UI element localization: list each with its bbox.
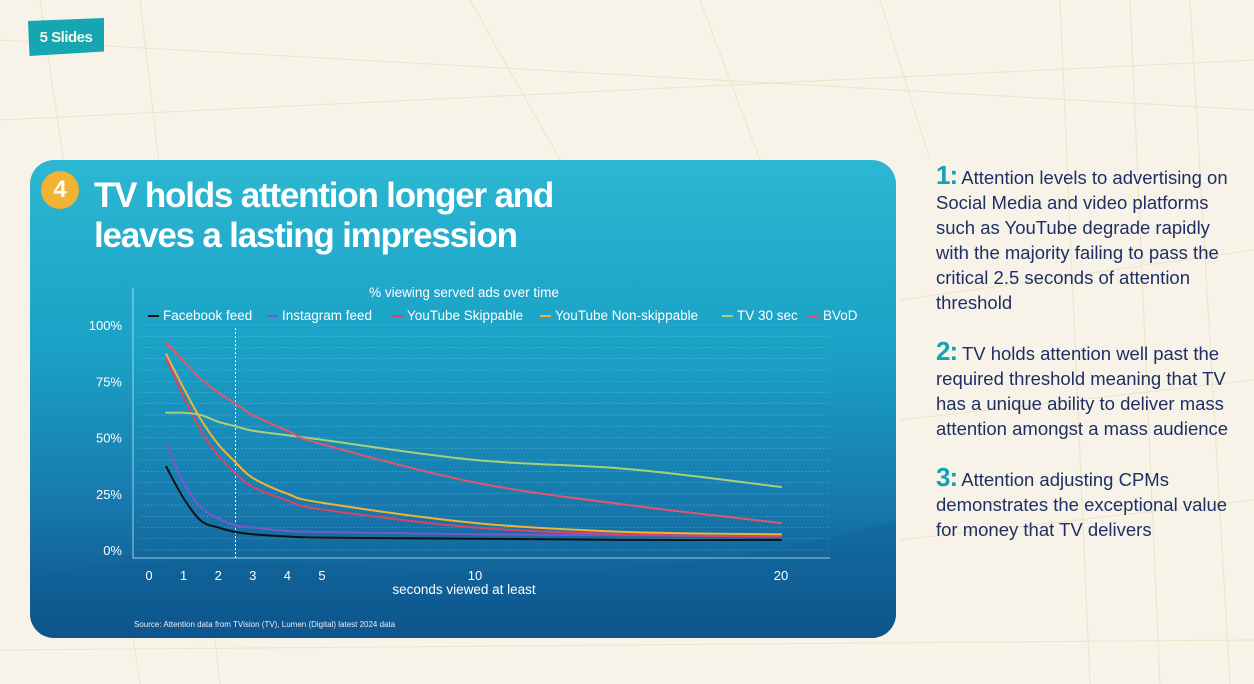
legend-label: YouTube Non-skippable: [555, 308, 698, 323]
series-line-youtube-non-skippable: [165, 353, 782, 536]
slides-count-badge: 5 Slides: [28, 18, 104, 56]
x-axis-label: seconds viewed at least: [392, 582, 536, 597]
y-tick-label: 50%: [96, 431, 122, 446]
y-tick-label: 100%: [89, 318, 123, 333]
x-tick-label: 10: [468, 568, 482, 583]
key-point-text: TV holds attention well past the require…: [936, 343, 1229, 439]
slide-number-badge: 4: [41, 171, 79, 209]
y-tick-label: 75%: [96, 374, 122, 389]
key-point-number: 1:: [936, 160, 958, 190]
y-tick-label: 25%: [96, 487, 122, 502]
series-line-bvod: [165, 342, 782, 524]
series-line-tv-30-sec: [165, 411, 782, 488]
x-tick-label: 2: [215, 568, 222, 583]
key-point-2: 2: TV holds attention well past the requ…: [936, 336, 1231, 441]
key-point-text: Attention adjusting CPMs demonstrates th…: [936, 469, 1228, 540]
slide-title: TV holds attention longer and leaves a l…: [94, 176, 654, 256]
series-line-facebook-feed: [165, 465, 782, 541]
series-line-youtube-skippable: [165, 357, 782, 538]
legend-label: BVoD: [823, 308, 858, 323]
key-point-3: 3: Attention adjusting CPMs demonstrates…: [936, 462, 1231, 542]
y-tick-label: 0%: [103, 543, 122, 558]
legend-label: Instagram feed: [282, 308, 372, 323]
x-tick-label: 1: [180, 568, 187, 583]
chart-card: 0% 25% 50% 75% 100% 0 1 2 3 4 5 10 20 seconds viewed …: [30, 160, 896, 638]
legend-label: Facebook feed: [163, 308, 252, 323]
key-point-number: 2:: [936, 336, 958, 366]
legend-label: YouTube Skippable: [407, 308, 523, 323]
attention-line-chart: 0% 25% 50% 75% 100% 0 1 2 3 4 5 10 20 seconds viewed …: [30, 285, 896, 638]
series-line-instagram-feed: [165, 443, 782, 538]
decorative-wave: [30, 520, 896, 638]
slide-title-line-1: TV holds attention longer and: [94, 176, 554, 215]
x-tick-label: 4: [284, 568, 291, 583]
chart-title: % viewing served ads over time: [369, 285, 559, 300]
legend-label: TV 30 sec: [737, 308, 798, 323]
source-note: Source: Attention data from TVision (TV)…: [134, 620, 396, 629]
key-points-list: 1: Attention levels to advertising on So…: [936, 160, 1231, 566]
x-tick-label: 20: [774, 568, 788, 583]
key-point-text: Attention levels to advertising on Socia…: [936, 167, 1228, 313]
x-tick-label: 3: [249, 568, 256, 583]
slide-title-line-2: leaves a lasting impression: [94, 216, 518, 255]
key-point-1: 1: Attention levels to advertising on So…: [936, 160, 1231, 315]
x-tick-label: 0: [145, 568, 152, 583]
x-tick-label: 5: [318, 568, 325, 583]
key-point-number: 3:: [936, 462, 958, 492]
